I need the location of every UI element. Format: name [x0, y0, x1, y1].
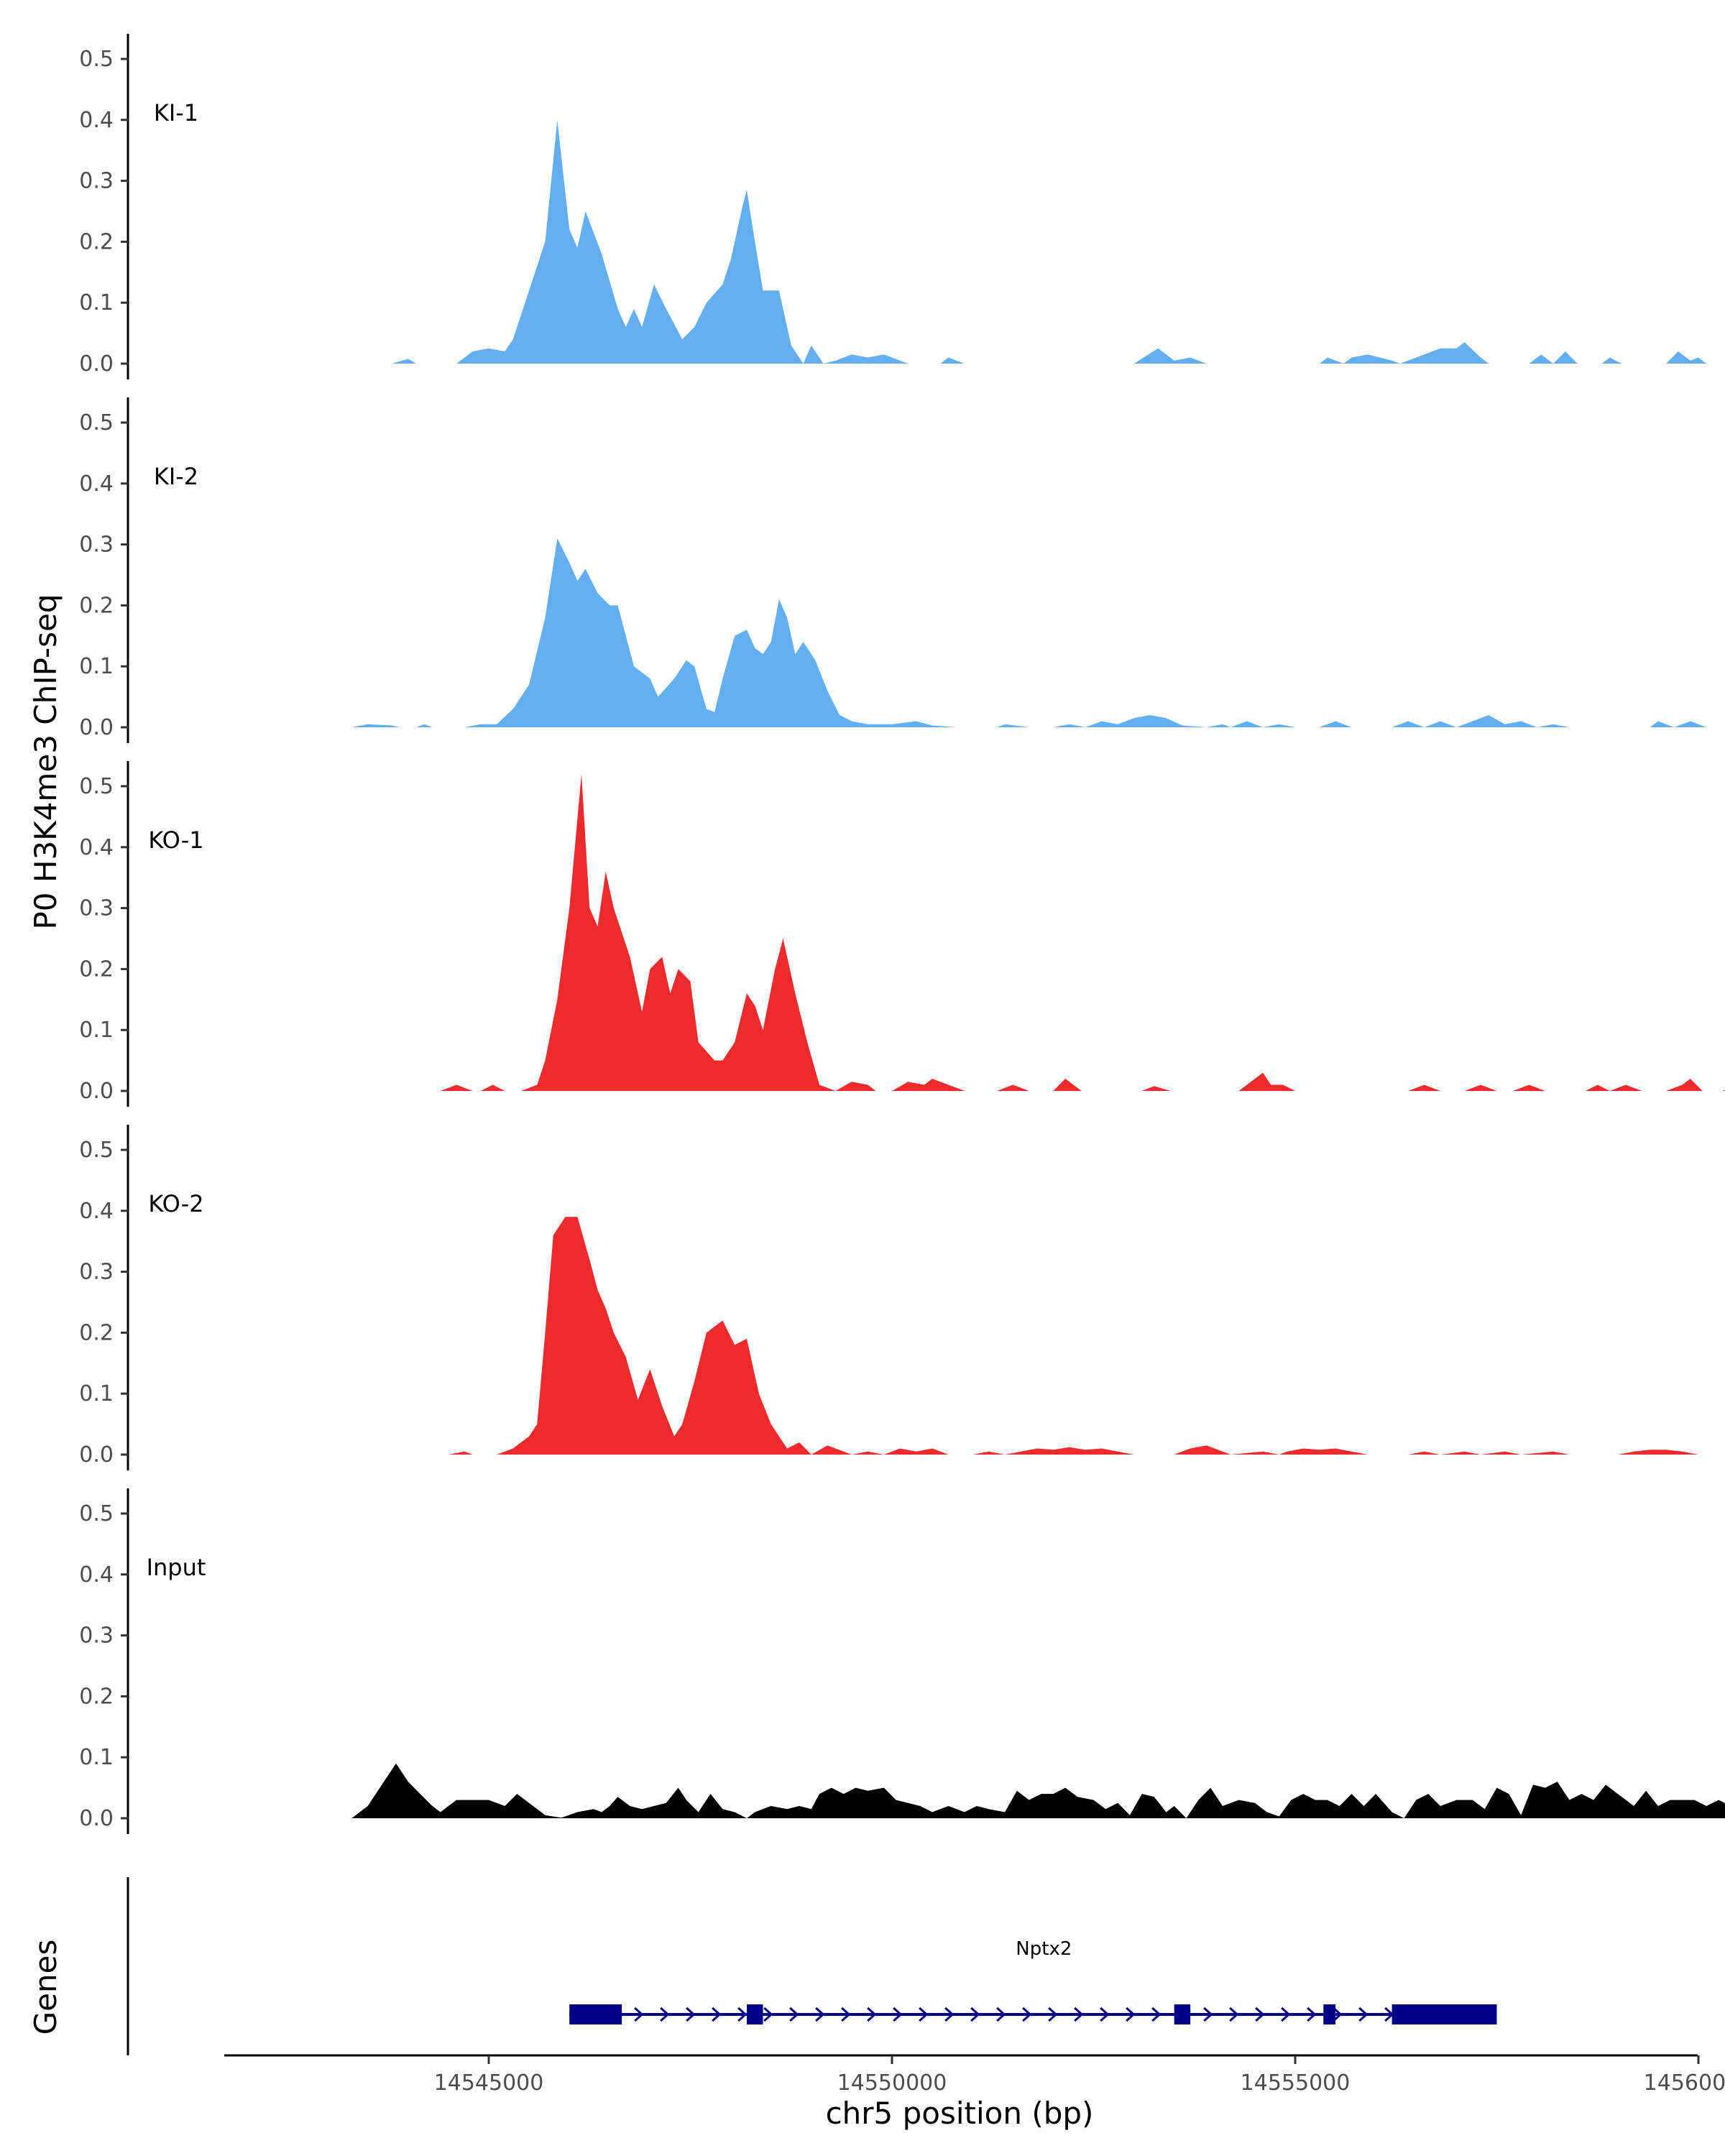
x-tick-label: 14545000 [434, 2070, 544, 2096]
track-input: 0.0 0.1 0.2 0.3 0.4 0.5 Input [79, 1488, 1725, 1834]
strand-chevron [893, 2007, 903, 2022]
strand-chevron [815, 2007, 825, 2022]
strand-chevron [1126, 2007, 1136, 2022]
y-tick-label: 0.0 [79, 1442, 114, 1468]
strand-chevron [737, 2007, 748, 2022]
y-tick-label: 0.4 [79, 108, 114, 133]
y-tick-label: 0.3 [79, 896, 114, 921]
y-tick-label: 0.5 [79, 774, 114, 799]
strand-chevron [1074, 2007, 1084, 2022]
y-tick-label: 0.5 [79, 410, 114, 436]
gene-exon [1323, 2004, 1336, 2024]
coverage-area [351, 538, 1707, 727]
y-tick-label: 0.5 [79, 1138, 114, 1163]
gene-exon [1392, 2004, 1497, 2024]
x-tick-label: 14550000 [837, 2070, 947, 2096]
strand-chevron [1048, 2007, 1058, 2022]
x-tick-label: 14555000 [1241, 2070, 1351, 2096]
y-tick-label: 0.0 [79, 1079, 114, 1104]
y-tick-label: 0.1 [79, 1745, 114, 1770]
y-axis-title: P0 H3K4me3 ChIP-seq [28, 594, 63, 929]
strand-chevron [996, 2007, 1006, 2022]
y-tick-label: 0.2 [79, 1320, 114, 1345]
y-tick-label: 0.4 [79, 1562, 114, 1588]
gene-exon [1174, 2004, 1191, 2024]
y-tick-label: 0.2 [79, 593, 114, 618]
y-tick-label: 0.1 [79, 290, 114, 315]
strand-chevron [1358, 2007, 1368, 2022]
strand-chevron [841, 2007, 851, 2022]
strand-chevron [763, 2007, 773, 2022]
strand-chevron [686, 2007, 696, 2022]
strand-chevron [1022, 2007, 1032, 2022]
y-tick-label: 0.0 [79, 715, 114, 740]
strand-chevron [919, 2007, 929, 2022]
genes-axis-title: Genes [28, 1940, 63, 2035]
y-tick-label: 0.2 [79, 957, 114, 982]
strand-chevron [970, 2007, 980, 2022]
strand-chevron [1203, 2007, 1213, 2022]
track-label: KO-2 [148, 1190, 203, 1217]
y-tick-label: 0.1 [79, 1381, 114, 1406]
strand-chevron [1229, 2007, 1239, 2022]
track-label: KO-1 [148, 826, 203, 854]
strand-chevron [1307, 2007, 1317, 2022]
x-axis-title: chr5 position (bp) [826, 2096, 1094, 2131]
track-ki-1: 0.0 0.1 0.2 0.3 0.4 0.5 KI-1 [79, 34, 1707, 379]
y-tick-label: 0.0 [79, 1806, 114, 1831]
gene-nptx2: Nptx2 [569, 1938, 1497, 2024]
y-tick-label: 0.4 [79, 471, 114, 497]
y-tick-label: 0.4 [79, 1199, 114, 1224]
strand-chevron [1255, 2007, 1265, 2022]
coverage-area [392, 119, 1707, 364]
y-tick-label: 0.2 [79, 1684, 114, 1709]
coverage-area [440, 774, 1725, 1091]
track-label: KI-1 [154, 99, 198, 126]
strand-chevron [634, 2007, 644, 2022]
coverage-area [448, 1217, 1723, 1455]
gene-name-label: Nptx2 [1016, 1938, 1072, 1960]
strand-chevron [712, 2007, 722, 2022]
strand-chevron [1281, 2007, 1291, 2022]
y-tick-label: 0.2 [79, 229, 114, 254]
y-tick-label: 0.4 [79, 835, 114, 860]
strand-chevron [789, 2007, 799, 2022]
strand-chevron [1100, 2007, 1110, 2022]
x-tick-label: 14560000 [1644, 2070, 1725, 2096]
track-label: KI-2 [154, 463, 198, 490]
track-ko-2: 0.0 0.1 0.2 0.3 0.4 0.5 KO-2 [79, 1125, 1723, 1470]
track-ko-1: 0.0 0.1 0.2 0.3 0.4 0.5 KO-1 [79, 761, 1725, 1107]
y-tick-label: 0.5 [79, 1501, 114, 1526]
gene-exon [569, 2004, 622, 2024]
track-ki-2: 0.0 0.1 0.2 0.3 0.4 0.5 KI-2 [79, 397, 1707, 743]
strand-chevron [1333, 2007, 1343, 2022]
y-tick-label: 0.3 [79, 1260, 114, 1285]
gene-exon [747, 2004, 763, 2024]
strand-chevron [867, 2007, 877, 2022]
y-tick-label: 0.5 [79, 47, 114, 72]
y-tick-label: 0.3 [79, 1623, 114, 1649]
coverage-area [351, 1763, 1725, 1818]
y-tick-label: 0.3 [79, 533, 114, 558]
coverage-tracks: 0.0 0.1 0.2 0.3 0.4 0.5 KI-1 0.0 0.1 0.2 0.3 0.4 0.5… [79, 34, 1725, 1834]
strand-chevron [944, 2007, 954, 2022]
y-tick-label: 0.1 [79, 654, 114, 679]
x-axis: 14545000 14550000 14555000 14560000 [224, 2054, 1725, 2096]
strand-chevron [1151, 2007, 1162, 2022]
strand-chevron [660, 2007, 670, 2022]
y-tick-label: 0.0 [79, 351, 114, 377]
genes-track: Nptx2 [126, 1877, 1497, 2055]
y-tick-label: 0.1 [79, 1018, 114, 1043]
y-tick-label: 0.3 [79, 169, 114, 194]
track-label: Input [147, 1554, 206, 1581]
